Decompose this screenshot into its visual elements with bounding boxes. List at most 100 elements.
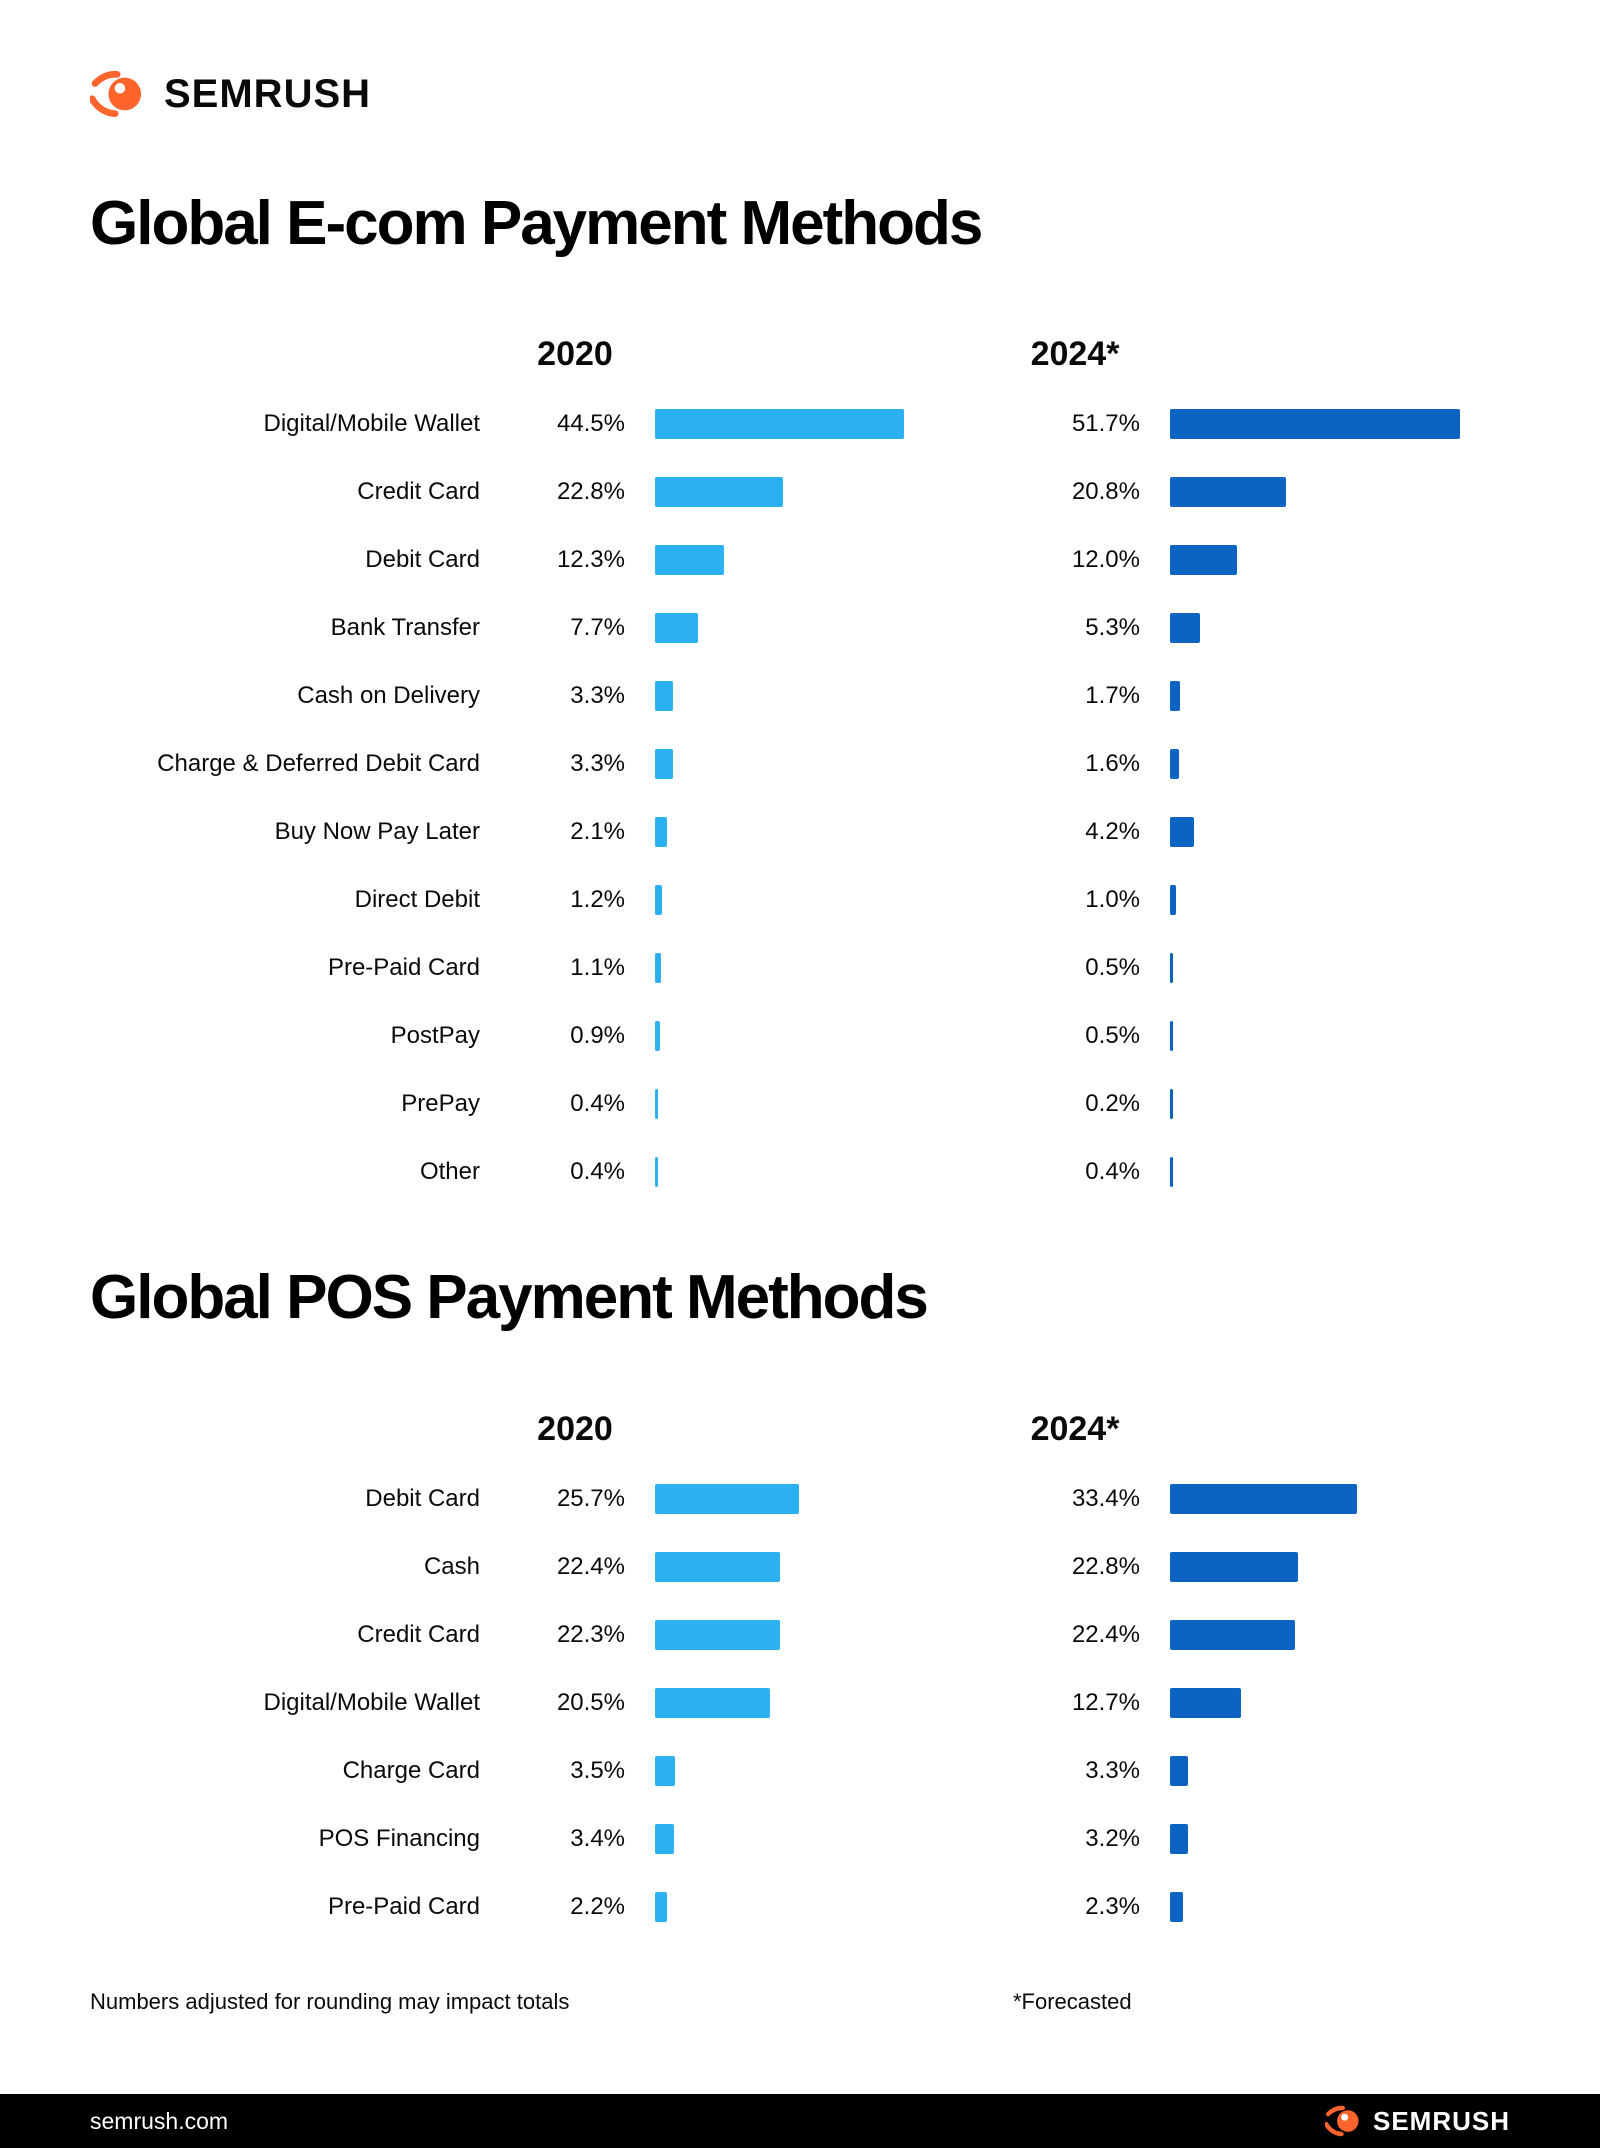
bar-track-2020 — [625, 749, 970, 780]
chart-row: Credit Card 22.8% 20.8% — [90, 458, 1510, 526]
bar-track-2024 — [1140, 1891, 1510, 1922]
bar-2020 — [655, 545, 724, 576]
content-area: SEMRUSH Global E-com Payment Methods 202… — [90, 0, 1510, 2014]
bar-track-2020 — [625, 1021, 970, 1052]
bar-2020 — [655, 749, 674, 780]
chart-row: Debit Card 25.7% 33.4% — [90, 1465, 1510, 1533]
header-logo: SEMRUSH — [90, 0, 1510, 118]
semrush-logo-text: SEMRUSH — [164, 71, 372, 116]
pos-chart-title: Global POS Payment Methods — [90, 1263, 929, 1333]
column-header-2020: 2020 — [537, 335, 613, 374]
value-2024: 0.5% — [1085, 954, 1140, 982]
value-2020: 1.2% — [570, 886, 625, 914]
bar-track-2024 — [1140, 1483, 1510, 1514]
bar-2024 — [1170, 681, 1180, 712]
bar-2020 — [655, 409, 905, 440]
bar-track-2020 — [625, 1823, 970, 1854]
chart-row: PrePay 0.4% 0.2% — [90, 1070, 1510, 1138]
category-label: Cash on Delivery — [297, 682, 480, 710]
bar-2024 — [1170, 1619, 1296, 1650]
bar-2020 — [655, 953, 662, 984]
value-2020: 44.5% — [556, 410, 625, 438]
bar-2024 — [1170, 953, 1173, 984]
semrush-logo-text: SEMRUSH — [1372, 2105, 1510, 2136]
category-label: Buy Now Pay Later — [274, 818, 480, 846]
bar-track-2020 — [625, 953, 970, 984]
value-2024: 12.7% — [1071, 1688, 1140, 1716]
bar-2024 — [1170, 1687, 1242, 1718]
chart-row: Cash 22.4% 22.8% — [90, 1533, 1510, 1601]
bar-2024 — [1170, 749, 1179, 780]
bar-track-2020 — [625, 1483, 970, 1514]
value-2024: 1.7% — [1085, 682, 1140, 710]
bar-2020 — [655, 477, 783, 508]
value-2024: 33.4% — [1071, 1484, 1140, 1512]
value-2024: 4.2% — [1085, 818, 1140, 846]
ecom-column-headers: 2020 2024* — [90, 275, 1510, 390]
rounding-note: Numbers adjusted for rounding may impact… — [90, 1988, 570, 2014]
bar-2020 — [655, 613, 699, 644]
bar-2020 — [655, 885, 662, 916]
footer-site-url: semrush.com — [90, 2107, 229, 2134]
value-2024: 1.0% — [1085, 886, 1140, 914]
value-2024: 1.6% — [1085, 750, 1140, 778]
bar-track-2020 — [625, 1619, 970, 1650]
chart-row: Direct Debit 1.2% 1.0% — [90, 866, 1510, 934]
bar-2024 — [1170, 1755, 1189, 1786]
value-2024: 2.3% — [1085, 1892, 1140, 1920]
bar-2024 — [1170, 1089, 1173, 1120]
category-label: Digital/Mobile Wallet — [263, 1688, 480, 1716]
category-label: Direct Debit — [354, 886, 480, 914]
bar-track-2024 — [1140, 477, 1510, 508]
bar-2024 — [1170, 1551, 1298, 1582]
category-label: Other — [419, 1158, 480, 1186]
category-label: Pre-Paid Card — [327, 1892, 480, 1920]
bar-2024 — [1170, 1157, 1173, 1188]
value-2020: 22.8% — [556, 478, 625, 506]
bar-track-2020 — [625, 545, 970, 576]
value-2020: 0.4% — [570, 1158, 625, 1186]
chart-row: Charge & Deferred Debit Card 3.3% 1.6% — [90, 730, 1510, 798]
value-2024: 0.5% — [1085, 1022, 1140, 1050]
bar-track-2024 — [1140, 1687, 1510, 1718]
bar-2024 — [1170, 1891, 1183, 1922]
bar-2020 — [655, 1089, 658, 1120]
category-label: Bank Transfer — [330, 614, 480, 642]
bar-track-2020 — [625, 1755, 970, 1786]
bar-2020 — [655, 681, 674, 712]
bar-track-2020 — [625, 1089, 970, 1120]
bar-2020 — [655, 1157, 658, 1188]
value-2020: 12.3% — [556, 546, 625, 574]
bar-track-2020 — [625, 817, 970, 848]
bar-track-2024 — [1140, 545, 1510, 576]
bar-2024 — [1170, 1021, 1173, 1052]
ecom-rows: Digital/Mobile Wallet 44.5% 51.7% Credit Ca… — [90, 390, 1510, 1206]
forecast-note: *Forecasted — [1013, 1988, 1132, 2014]
bar-track-2024 — [1140, 409, 1510, 440]
bar-2024 — [1170, 613, 1200, 644]
category-label: Charge Card — [342, 1756, 480, 1784]
bar-track-2024 — [1140, 817, 1510, 848]
bar-2024 — [1170, 885, 1176, 916]
chart-row: Credit Card 22.3% 22.4% — [90, 1601, 1510, 1669]
bar-track-2024 — [1140, 1551, 1510, 1582]
bar-track-2020 — [625, 613, 970, 644]
bar-2020 — [655, 1619, 780, 1650]
bar-track-2024 — [1140, 749, 1510, 780]
chart-row: Digital/Mobile Wallet 20.5% 12.7% — [90, 1669, 1510, 1737]
bar-2020 — [655, 1687, 770, 1718]
category-label: Digital/Mobile Wallet — [263, 410, 480, 438]
value-2024: 20.8% — [1071, 478, 1140, 506]
value-2020: 3.3% — [570, 750, 625, 778]
value-2020: 20.5% — [556, 1688, 625, 1716]
bar-track-2020 — [625, 477, 970, 508]
footer-logo: SEMRUSH — [1324, 2105, 1510, 2137]
bar-track-2020 — [625, 1551, 970, 1582]
chart-row: Bank Transfer 7.7% 5.3% — [90, 594, 1510, 662]
value-2020: 2.2% — [570, 1892, 625, 1920]
pos-column-headers: 2020 2024* — [90, 1350, 1510, 1465]
chart-row: Digital/Mobile Wallet 44.5% 51.7% — [90, 390, 1510, 458]
value-2020: 7.7% — [570, 614, 625, 642]
category-label: POS Financing — [318, 1824, 480, 1852]
